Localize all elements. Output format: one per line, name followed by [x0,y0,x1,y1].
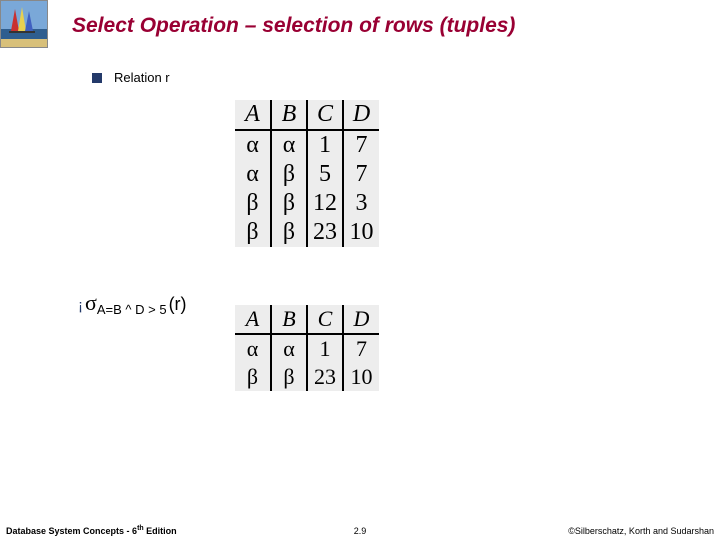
result-table: A B C D α α 1 7 β β 23 10 [235,305,379,391]
sigma-argument: (r) [169,294,187,315]
table-row: α β 5 7 [235,160,379,189]
th2-A: A [235,305,271,334]
bullet-square-icon [92,73,102,83]
footer-copyright: ©Silberschatz, Korth and Sudarshan [568,526,714,536]
bullet-circle-icon: ¡ [78,297,83,314]
bullet-text: Relation r [114,70,170,85]
selection-formula: ¡ σ A=B ^ D > 5 (r) [78,290,187,316]
table-row: β β 23 10 [235,363,379,391]
sigma-symbol: σ [85,290,97,316]
th2-B: B [271,305,307,334]
table-row: α α 1 7 [235,130,379,160]
sigma-subscript: A=B ^ D > 5 [97,302,167,317]
logo-image [0,0,48,48]
slide-title: Select Operation – selection of rows (tu… [72,14,515,38]
table-row: β β 23 10 [235,218,379,247]
th2-D: D [343,305,379,334]
slide-footer: Database System Concepts - 6th Edition 2… [0,518,720,536]
th2-C: C [307,305,343,334]
bullet-relation-r: Relation r [92,70,170,85]
table-row: α α 1 7 [235,334,379,363]
th-D: D [343,100,379,130]
footer-left: Database System Concepts - 6th Edition [6,525,177,536]
th-B: B [271,100,307,130]
footer-page-number: 2.9 [354,526,367,536]
relation-r-table: A B C D α α 1 7 α β 5 7 β β 12 3 [235,100,379,247]
th-C: C [307,100,343,130]
table-row: β β 12 3 [235,189,379,218]
th-A: A [235,100,271,130]
